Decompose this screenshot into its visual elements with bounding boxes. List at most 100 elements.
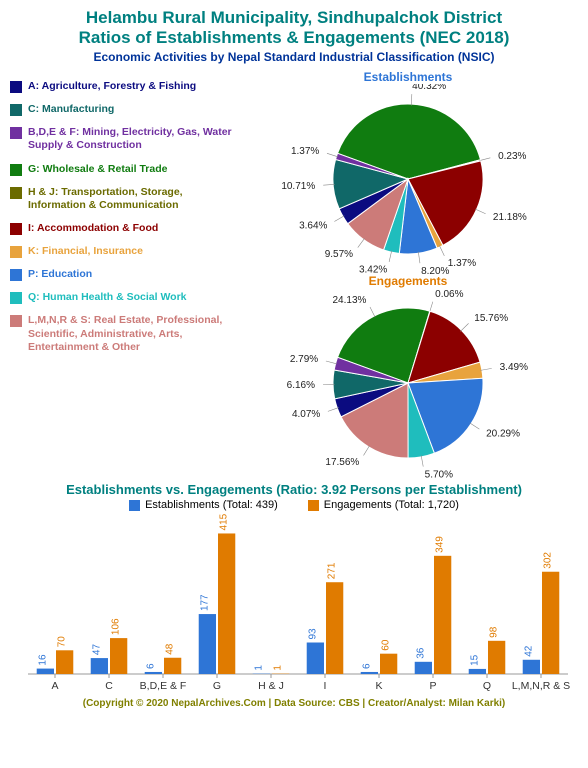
pie2-title: Engagements bbox=[238, 274, 578, 288]
legend-label: L,M,N,R & S: Real Estate, Professional, … bbox=[28, 314, 238, 353]
pie-slice-label: 10.71% bbox=[281, 181, 315, 192]
bar-category-label: L,M,N,R & S bbox=[512, 680, 570, 692]
legend-label: C: Manufacturing bbox=[28, 103, 114, 116]
bar-estab bbox=[523, 660, 540, 674]
legend-swatch bbox=[10, 81, 22, 93]
legend-label: A: Agriculture, Forestry & Fishing bbox=[28, 80, 196, 93]
bar-value-label: 6 bbox=[145, 663, 156, 669]
legend-label: Q: Human Health & Social Work bbox=[28, 291, 187, 304]
bar-engag bbox=[218, 533, 235, 674]
category-legend: A: Agriculture, Forestry & Fishing C: Man… bbox=[10, 70, 238, 478]
legend-swatch bbox=[10, 292, 22, 304]
title-line1: Helambu Rural Municipality, Sindhupalcho… bbox=[10, 8, 578, 28]
bar-value-label: 106 bbox=[111, 618, 122, 635]
bar-category-label: G bbox=[213, 680, 221, 692]
pie-slice-label: 8.20% bbox=[421, 266, 449, 274]
bar-value-label: 177 bbox=[199, 594, 210, 611]
bar-engag bbox=[434, 556, 451, 674]
copyright: (Copyright © 2020 NepalArchives.Com | Da… bbox=[10, 698, 578, 709]
legend-item: K: Financial, Insurance bbox=[10, 245, 238, 258]
bar-value-label: 1 bbox=[273, 665, 284, 671]
pie-slice-label: 5.70% bbox=[425, 469, 453, 478]
pie-slice-label: 4.07% bbox=[292, 409, 320, 420]
bar-engag bbox=[542, 572, 559, 674]
pie1-title: Establishments bbox=[238, 70, 578, 84]
bar-engag bbox=[164, 658, 181, 674]
bar-value-label: 93 bbox=[307, 628, 318, 640]
engag-legend-label: Engagements (Total: 1,720) bbox=[324, 499, 459, 511]
barchart-title: Establishments vs. Engagements (Ratio: 3… bbox=[10, 482, 578, 497]
bar-value-label: 302 bbox=[543, 552, 554, 569]
estab-swatch bbox=[129, 500, 140, 511]
legend-swatch bbox=[10, 104, 22, 116]
bar-estab bbox=[145, 672, 162, 674]
legend-swatch bbox=[10, 164, 22, 176]
bar-estab bbox=[307, 643, 324, 674]
legend-swatch bbox=[10, 223, 22, 235]
pie-slice-label: 3.49% bbox=[500, 362, 528, 373]
bar-estab bbox=[361, 672, 378, 674]
bar-value-label: 349 bbox=[435, 536, 446, 553]
pie-slice-label: 1.37% bbox=[448, 258, 476, 269]
bar-estab bbox=[469, 669, 486, 674]
legend-item: H & J: Transportation, Storage, Informat… bbox=[10, 186, 238, 212]
pie-establishments: 40.32%0.23%21.18%1.37%8.20%3.42%9.57%3.6… bbox=[238, 84, 578, 274]
bar-engag bbox=[326, 582, 343, 674]
bar-estab bbox=[199, 614, 216, 674]
title-line2: Ratios of Establishments & Engagements (… bbox=[10, 28, 578, 48]
legend-item: Q: Human Health & Social Work bbox=[10, 291, 238, 304]
legend-item: L,M,N,R & S: Real Estate, Professional, … bbox=[10, 314, 238, 353]
bar-value-label: 16 bbox=[37, 654, 48, 666]
pie-slice-label: 2.79% bbox=[290, 354, 318, 365]
bar-category-label: I bbox=[324, 680, 327, 692]
legend-item: B,D,E & F: Mining, Electricity, Gas, Wat… bbox=[10, 126, 238, 152]
pie-slice-label: 0.06% bbox=[435, 289, 463, 300]
bar-engag bbox=[110, 638, 127, 674]
bar-value-label: 1 bbox=[253, 665, 264, 671]
estab-legend-label: Establishments (Total: 439) bbox=[145, 499, 278, 511]
bar-category-label: P bbox=[429, 680, 436, 692]
legend-label: H & J: Transportation, Storage, Informat… bbox=[28, 186, 238, 212]
bar-estab bbox=[37, 669, 54, 674]
bar-estab bbox=[91, 658, 108, 674]
pie-slice-label: 20.29% bbox=[486, 429, 520, 440]
bar-value-label: 36 bbox=[415, 647, 426, 659]
pie-slice-label: 0.23% bbox=[498, 151, 526, 162]
legend-label: B,D,E & F: Mining, Electricity, Gas, Wat… bbox=[28, 126, 238, 152]
pie-slice-label: 17.56% bbox=[325, 457, 359, 468]
pie-slice-label: 9.57% bbox=[325, 249, 353, 260]
bar-engag bbox=[488, 641, 505, 674]
pie-engagements: 24.13% 0.06% 15.76% 3.49% 20.29% 5.70% 17.56% 4… bbox=[238, 288, 578, 478]
pie-slice-label: 40.32% bbox=[412, 84, 446, 92]
bar-value-label: 60 bbox=[381, 639, 392, 651]
pie-slice-label: 3.42% bbox=[359, 265, 387, 274]
subtitle: Economic Activities by Nepal Standard In… bbox=[10, 50, 578, 64]
bar-category-label: A bbox=[51, 680, 58, 692]
bar-engag bbox=[380, 654, 397, 674]
legend-item: I: Accommodation & Food bbox=[10, 222, 238, 235]
bar-category-label: Q bbox=[483, 680, 491, 692]
legend-label: K: Financial, Insurance bbox=[28, 245, 143, 258]
bar-category-label: C bbox=[105, 680, 113, 692]
bar-value-label: 6 bbox=[361, 663, 372, 669]
pie-slice-label: 1.37% bbox=[291, 146, 319, 157]
bar-category-label: K bbox=[375, 680, 382, 692]
legend-item: P: Education bbox=[10, 268, 238, 281]
bar-value-label: 47 bbox=[91, 644, 102, 656]
legend-swatch bbox=[10, 187, 22, 199]
legend-item: C: Manufacturing bbox=[10, 103, 238, 116]
pie-slice-label: 15.76% bbox=[474, 313, 508, 324]
engag-swatch bbox=[308, 500, 319, 511]
bar-estab bbox=[415, 662, 432, 674]
legend-label: G: Wholesale & Retail Trade bbox=[28, 163, 167, 176]
bar-value-label: 98 bbox=[489, 626, 500, 638]
barchart: 1670A47106C648B,D,E & F177415G11H & J932… bbox=[10, 511, 578, 696]
legend-swatch bbox=[10, 127, 22, 139]
bar-value-label: 415 bbox=[219, 513, 230, 530]
legend-label: I: Accommodation & Food bbox=[28, 222, 158, 235]
pie-slice-label: 6.16% bbox=[287, 380, 315, 391]
pie-slice-label: 3.64% bbox=[299, 221, 327, 232]
bar-value-label: 70 bbox=[57, 636, 68, 648]
pie-slice-label: 24.13% bbox=[332, 295, 366, 306]
bar-value-label: 48 bbox=[165, 643, 176, 655]
